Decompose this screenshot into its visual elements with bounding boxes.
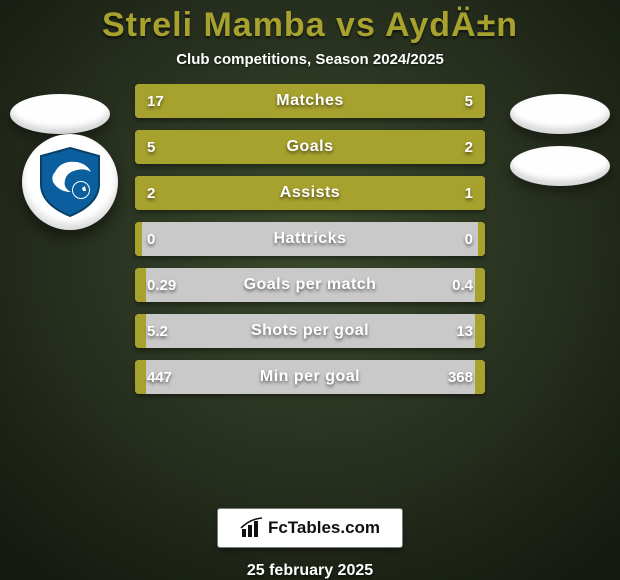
stat-row: Matches17 5 bbox=[135, 84, 485, 118]
stat-label: Min per goal bbox=[135, 360, 485, 394]
page-title: Streli Mamba vs AydÄ±n bbox=[102, 6, 518, 45]
stat-value-right: 5 bbox=[465, 84, 473, 118]
date-label: 25 february 2025 bbox=[0, 562, 620, 580]
stat-value-right: 368 bbox=[448, 360, 473, 394]
stat-label: Matches bbox=[135, 84, 485, 118]
stat-label: Hattricks bbox=[135, 222, 485, 256]
stat-value-left: 447 bbox=[147, 360, 172, 394]
stat-value-left: 0.29 bbox=[147, 268, 176, 302]
stat-label: Assists bbox=[135, 176, 485, 210]
stat-value-left: 17 bbox=[147, 84, 164, 118]
stat-row: Goals per match0.29 0.4 bbox=[135, 268, 485, 302]
player2-badge-placeholder-1 bbox=[510, 94, 610, 134]
stat-value-left: 5.2 bbox=[147, 314, 168, 348]
stat-row: Goals5 2 bbox=[135, 130, 485, 164]
stat-value-right: 0.4 bbox=[452, 268, 473, 302]
fctables-logo[interactable]: FcTables.com bbox=[217, 508, 403, 548]
stat-value-right: 13 bbox=[456, 314, 473, 348]
stat-value-left: 0 bbox=[147, 222, 155, 256]
subtitle: Club competitions, Season 2024/2025 bbox=[176, 51, 444, 68]
player1-badge-placeholder bbox=[10, 94, 110, 134]
stat-bars: Matches175Goals52Assists21Hattricks00Goa… bbox=[135, 84, 485, 394]
bars-icon bbox=[240, 517, 264, 539]
stat-value-right: 0 bbox=[465, 222, 473, 256]
stat-row: Min per goal447 368 bbox=[135, 360, 485, 394]
stat-row: Shots per goal5.2 13 bbox=[135, 314, 485, 348]
stat-row: Hattricks0 0 bbox=[135, 222, 485, 256]
stat-row: Assists2 1 bbox=[135, 176, 485, 210]
stat-value-right: 2 bbox=[465, 130, 473, 164]
club-badge bbox=[22, 134, 118, 230]
stat-label: Shots per goal bbox=[135, 314, 485, 348]
logo-text: FcTables.com bbox=[268, 518, 380, 538]
player2-badge-placeholder-2 bbox=[510, 146, 610, 186]
stat-label: Goals per match bbox=[135, 268, 485, 302]
stat-value-left: 2 bbox=[147, 176, 155, 210]
shield-icon bbox=[37, 146, 103, 218]
stat-label: Goals bbox=[135, 130, 485, 164]
stat-value-left: 5 bbox=[147, 130, 155, 164]
stat-value-right: 1 bbox=[465, 176, 473, 210]
